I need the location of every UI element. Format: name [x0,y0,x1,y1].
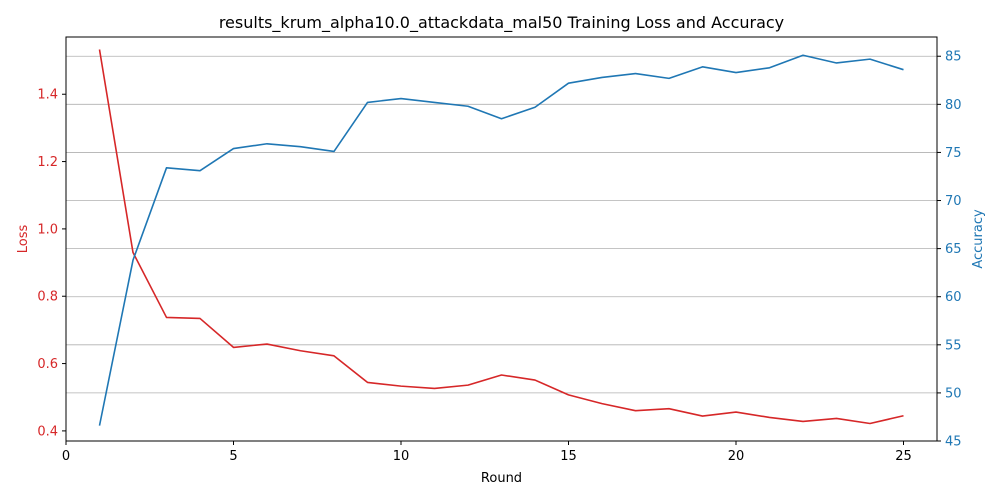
y-tick-label-right: 55 [945,338,962,353]
x-tick-label: 0 [62,449,70,464]
y-tick-label-right: 45 [945,435,962,450]
plot-frame [65,36,938,442]
loss-line [98,49,904,425]
y-tick-label-right: 85 [945,50,962,65]
gridlines [66,55,937,442]
y-tick-label-left: 1.2 [37,155,58,170]
x-tick-label: 15 [560,449,577,464]
y-tick-label-left: 1.0 [37,222,58,237]
y-axis-label-right: Accuracy [971,209,986,269]
axes: 0 5 10 15 20 25 0.4 0.6 0.8 1.0 1.2 1.4 45 50 55 60 65 70… [37,50,961,464]
y-tick-label-left: 0.4 [37,424,58,439]
x-tick-label: 5 [229,449,237,464]
y-tick-label-left: 0.8 [37,290,58,305]
y-axis-label-left: Loss [16,225,31,254]
series-lines [98,49,904,426]
y-tick-label-right: 70 [945,194,962,209]
y-tick-label-right: 50 [945,386,962,401]
x-tick-label: 20 [728,449,745,464]
y-tick-label-right: 60 [945,290,962,305]
x-axis-label: Round [481,471,522,486]
y-tick-label-left: 1.4 [37,88,58,103]
y-tick-label-left: 0.6 [37,357,58,372]
accuracy-line [98,54,904,426]
y-tick-label-right: 80 [945,98,962,113]
x-tick-label: 10 [393,449,410,464]
chart-title: results_krum_alpha10.0_attackdata_mal50 … [219,13,784,33]
x-tick-label: 25 [895,449,912,464]
y-tick-label-right: 65 [945,242,962,257]
y-tick-label-right: 75 [945,146,962,161]
